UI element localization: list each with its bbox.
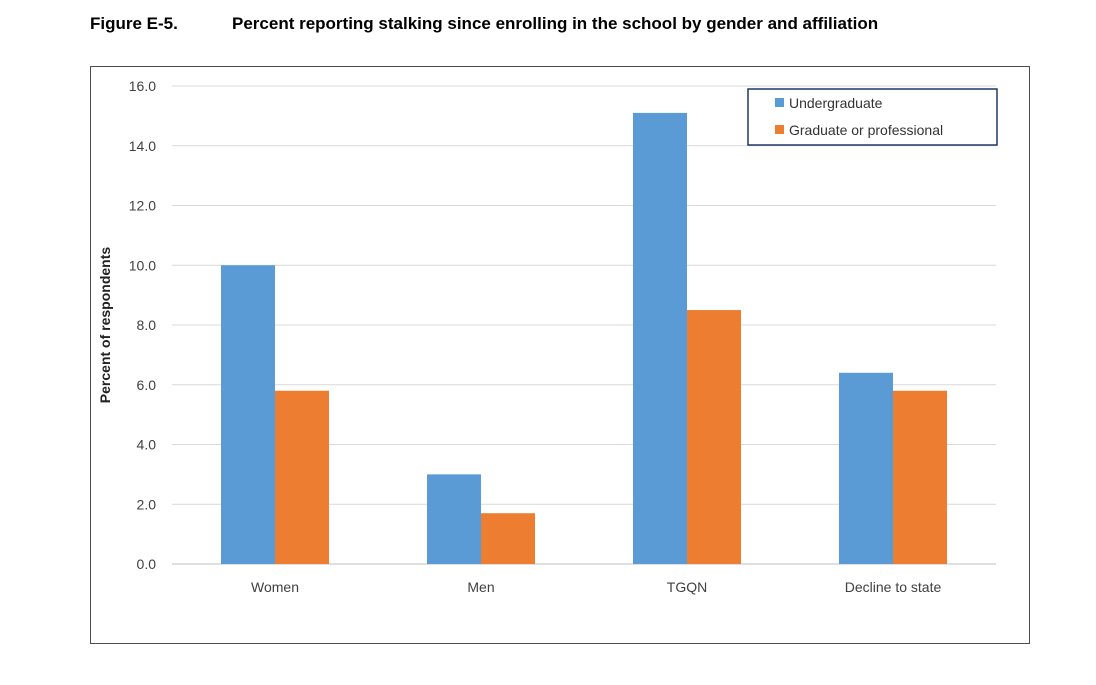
y-tick-label: 6.0 bbox=[137, 377, 157, 393]
y-tick-label: 14.0 bbox=[129, 138, 156, 154]
bar-graduate bbox=[893, 390, 947, 564]
y-axis-label: Percent of respondents bbox=[97, 247, 113, 404]
legend-swatch-graduate bbox=[775, 125, 784, 134]
bar-graduate bbox=[687, 310, 741, 564]
legend-label-graduate: Graduate or professional bbox=[789, 122, 943, 138]
bar-graduate bbox=[275, 390, 329, 564]
figure-label: Figure E-5. bbox=[90, 14, 178, 33]
bar-undergraduate bbox=[839, 372, 893, 564]
legend-label-undergraduate: Undergraduate bbox=[789, 95, 883, 111]
x-category-label: TGQN bbox=[667, 579, 707, 595]
y-tick-label: 10.0 bbox=[129, 257, 156, 273]
figure-title: Percent reporting stalking since enrolli… bbox=[232, 14, 879, 33]
bars bbox=[221, 112, 947, 564]
bar-undergraduate bbox=[427, 474, 481, 564]
bar-undergraduate bbox=[221, 265, 275, 564]
y-axis-ticks: 0.0 2.0 4.0 6.0 8.0 10.0 12.0 14.0 16.0 bbox=[129, 78, 156, 572]
bar-graduate bbox=[481, 513, 535, 564]
x-category-label: Decline to state bbox=[845, 579, 942, 595]
x-category-label: Women bbox=[251, 579, 299, 595]
legend: Undergraduate Graduate or professional bbox=[747, 88, 998, 146]
figure-header: Figure E-5. Percent reporting stalking s… bbox=[0, 14, 1096, 40]
y-tick-label: 8.0 bbox=[137, 317, 157, 333]
legend-box bbox=[747, 88, 998, 146]
x-category-label: Men bbox=[467, 579, 494, 595]
legend-swatch-undergraduate bbox=[775, 98, 784, 107]
x-axis-categories: Women Men TGQN Decline to state bbox=[251, 579, 941, 595]
y-tick-label: 4.0 bbox=[137, 437, 157, 453]
y-tick-label: 2.0 bbox=[137, 496, 157, 512]
y-tick-label: 0.0 bbox=[137, 556, 157, 572]
chart-frame bbox=[90, 66, 1030, 644]
bar-undergraduate bbox=[633, 112, 687, 564]
y-tick-label: 12.0 bbox=[129, 198, 156, 214]
y-tick-label: 16.0 bbox=[129, 78, 156, 94]
